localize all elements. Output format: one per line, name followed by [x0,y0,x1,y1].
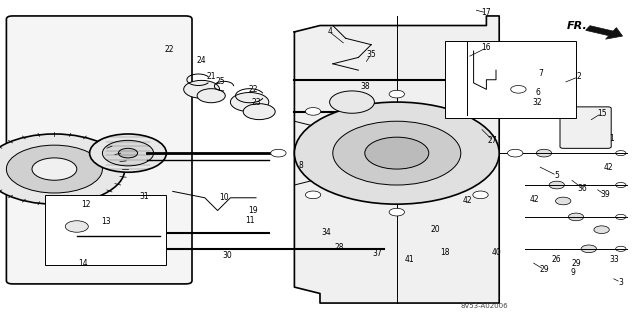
Circle shape [508,149,523,157]
Text: 5: 5 [554,171,559,180]
Bar [45,195,166,265]
Text: 29: 29 [571,259,581,268]
Text: 21: 21 [207,72,216,81]
Circle shape [616,151,626,156]
Circle shape [473,108,488,115]
Polygon shape [294,16,499,303]
Circle shape [581,245,596,253]
Text: 20: 20 [430,225,440,234]
Text: 9: 9 [570,268,575,277]
Text: 31: 31 [139,192,149,201]
Text: 4: 4 [327,27,332,36]
FancyBboxPatch shape [6,16,192,284]
Text: 3: 3 [618,278,623,287]
Text: 19: 19 [248,206,258,215]
Circle shape [65,221,88,232]
Circle shape [616,214,626,219]
Text: 28: 28 [335,243,344,252]
Circle shape [594,226,609,234]
Text: 33: 33 [609,256,620,264]
Circle shape [118,148,138,158]
Text: 18: 18 [440,248,449,256]
Circle shape [536,149,552,157]
Text: 1: 1 [609,134,614,143]
Circle shape [184,80,220,98]
Text: 11: 11 [245,216,254,225]
Text: 40: 40 [491,248,501,256]
Text: 14: 14 [78,259,88,268]
Text: 23: 23 [251,98,261,107]
Text: 42: 42 [462,197,472,205]
Text: 26: 26 [552,256,562,264]
Text: 32: 32 [532,98,543,107]
Circle shape [330,91,374,113]
Bar [445,41,576,118]
Text: 12: 12 [82,200,91,209]
Circle shape [556,197,571,205]
Text: 42: 42 [603,163,613,172]
Circle shape [197,89,225,103]
Text: 15: 15 [596,109,607,118]
Circle shape [6,145,102,193]
Text: 8V53-A02006: 8V53-A02006 [461,303,508,309]
Text: 8: 8 [298,161,303,170]
Circle shape [32,158,77,180]
Text: 25: 25 [216,77,226,86]
Text: 42: 42 [529,195,540,204]
Circle shape [0,134,125,204]
Text: 13: 13 [100,217,111,226]
Text: 2: 2 [577,72,582,81]
Circle shape [333,121,461,185]
Text: 36: 36 [577,184,588,193]
Circle shape [473,191,488,199]
Text: 29: 29 [539,265,549,274]
Text: 10: 10 [219,193,229,202]
Text: 27: 27 [488,136,498,145]
Text: 41: 41 [404,256,415,264]
Text: 35: 35 [366,50,376,59]
FancyBboxPatch shape [560,107,611,148]
Text: 24: 24 [196,56,207,65]
Circle shape [616,246,626,251]
Circle shape [243,104,275,120]
Text: 6: 6 [535,88,540,97]
Circle shape [230,93,269,112]
Circle shape [549,181,564,189]
Text: 16: 16 [481,43,492,52]
Text: 7: 7 [538,69,543,78]
Text: 17: 17 [481,8,492,17]
Circle shape [511,85,526,93]
Text: FR.: FR. [566,20,587,31]
Polygon shape [586,26,623,39]
Circle shape [305,108,321,115]
Circle shape [568,213,584,221]
Text: 22: 22 [248,85,257,94]
Text: 38: 38 [360,82,370,91]
Circle shape [294,102,499,204]
Circle shape [365,137,429,169]
Circle shape [389,90,404,98]
Text: 22: 22 [165,45,174,54]
Text: 30: 30 [222,251,232,260]
Circle shape [616,182,626,188]
Text: 37: 37 [372,249,383,258]
Circle shape [305,191,321,199]
Text: 34: 34 [321,228,332,237]
Circle shape [271,149,286,157]
Circle shape [389,208,404,216]
Text: 39: 39 [600,190,610,199]
Circle shape [90,134,166,172]
Circle shape [102,140,154,166]
